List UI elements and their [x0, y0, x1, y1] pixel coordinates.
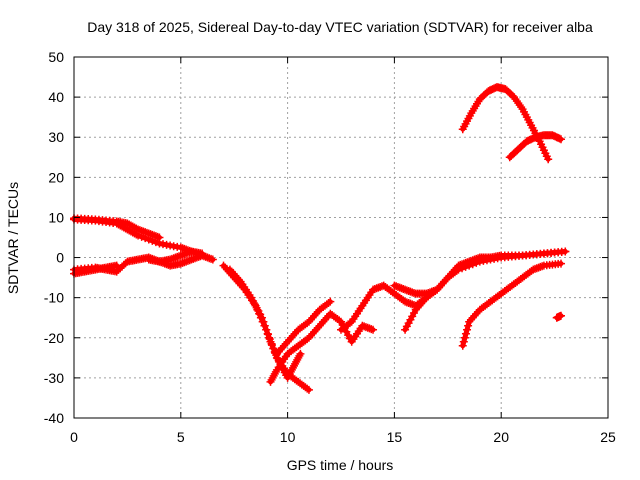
y-axis-label: SDTVAR / TECUs	[5, 182, 21, 294]
x-tick-label: 20	[493, 429, 509, 445]
x-tick-label: 10	[280, 429, 296, 445]
data-point	[155, 233, 164, 242]
data-point	[262, 325, 271, 334]
x-tick-label: 5	[177, 429, 185, 445]
data-point	[452, 266, 461, 275]
y-tick-label: 20	[48, 169, 64, 185]
data-point	[132, 224, 141, 233]
y-tick-label: -40	[44, 410, 64, 426]
y-tick-label: 30	[48, 129, 64, 145]
plot-frame	[73, 56, 609, 419]
data-point	[472, 258, 481, 267]
data-point	[464, 321, 473, 330]
y-tick-label: 0	[56, 250, 64, 266]
series-track-n	[458, 83, 553, 164]
data-point	[345, 319, 354, 328]
data-point	[544, 155, 553, 164]
y-tick-label: -10	[44, 290, 64, 306]
data-point	[461, 329, 470, 338]
series-track-l	[401, 247, 570, 334]
x-tick-label: 25	[600, 429, 616, 445]
axis-ticks	[73, 56, 609, 419]
series-track-o	[505, 131, 566, 162]
x-tick-labels: 0 5 10 15 20 25	[70, 429, 616, 445]
series-track-i	[272, 297, 335, 358]
data-point	[458, 264, 467, 273]
data-point	[303, 384, 312, 393]
data-point	[263, 329, 272, 338]
data-points	[70, 83, 570, 394]
data-point	[460, 333, 469, 342]
data-point	[198, 251, 207, 260]
data-point	[296, 349, 305, 358]
data-point	[324, 299, 333, 308]
y-tick-labels: -40 -30 -20 -10 0 10 20 30 40 50	[44, 49, 64, 426]
data-point	[465, 261, 474, 270]
data-point	[369, 325, 378, 334]
data-point	[326, 297, 335, 306]
x-tick-label: 0	[70, 429, 78, 445]
data-point	[463, 325, 472, 334]
data-point	[468, 260, 477, 269]
y-tick-label: -30	[44, 370, 64, 386]
data-point	[459, 337, 468, 346]
data-point	[458, 341, 467, 350]
series-track-e	[144, 251, 207, 270]
data-point	[335, 316, 344, 325]
data-point	[461, 262, 470, 271]
data-point	[260, 321, 269, 330]
series-track-p	[552, 311, 566, 322]
x-tick-label: 15	[387, 429, 403, 445]
data-point	[257, 313, 266, 322]
data-point	[259, 317, 268, 326]
data-point	[208, 255, 217, 264]
y-tick-label: 40	[48, 89, 64, 105]
y-tick-label: 50	[48, 49, 64, 65]
data-point	[561, 247, 570, 256]
data-point	[304, 385, 313, 394]
data-point	[454, 265, 463, 274]
data-point	[557, 311, 566, 320]
data-point	[557, 259, 566, 268]
data-point	[557, 135, 566, 144]
y-tick-label: -20	[44, 330, 64, 346]
series-track-d	[70, 261, 121, 278]
chart-title: Day 318 of 2025, Sidereal Day-to-day VTE…	[87, 19, 593, 35]
series-track-h	[266, 309, 378, 386]
series-track-m	[458, 259, 566, 350]
y-tick-label: 10	[48, 209, 64, 225]
x-axis-label: GPS time / hours	[287, 457, 394, 473]
data-point	[265, 333, 274, 342]
data-point	[112, 261, 121, 270]
